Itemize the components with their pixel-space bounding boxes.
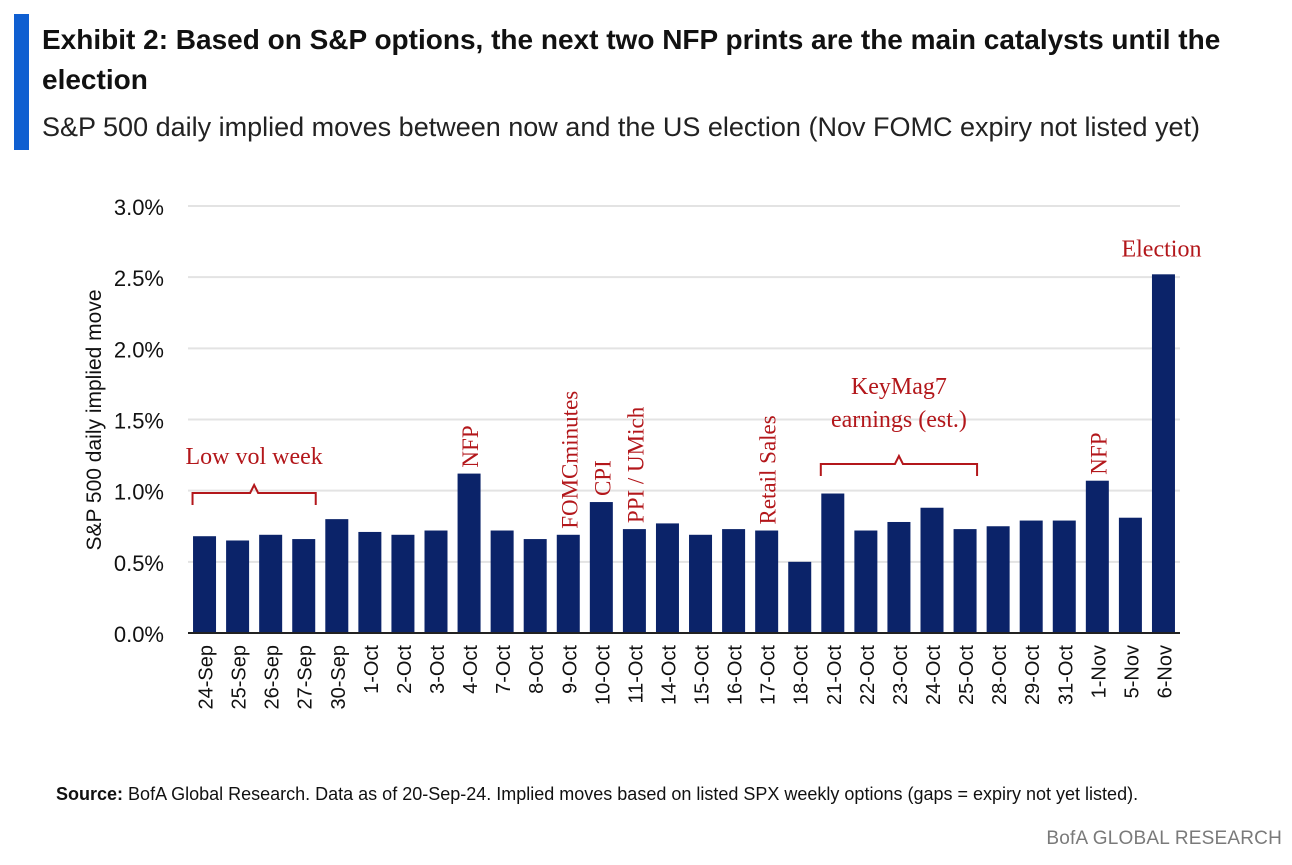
annotation-label: FOMCminutes bbox=[557, 391, 582, 529]
y-axis-label: S&P 500 daily implied move bbox=[83, 289, 106, 550]
annotation-label: NFP bbox=[458, 425, 483, 467]
x-tick-label: 25-Sep bbox=[229, 645, 251, 710]
x-tick-label: 24-Oct bbox=[923, 645, 945, 705]
bar bbox=[259, 534, 283, 633]
annotation-label: CPI bbox=[590, 460, 615, 496]
x-tick-label: 1-Nov bbox=[1088, 645, 1110, 698]
annotation-label: earnings (est.) bbox=[831, 407, 967, 433]
brand-mark: BofA GLOBAL RESEARCH bbox=[1046, 828, 1282, 849]
bar bbox=[424, 530, 448, 633]
x-tick-label: 2-Oct bbox=[394, 645, 416, 694]
bar bbox=[226, 540, 250, 633]
bar bbox=[689, 534, 713, 633]
x-tick-label: 4-Oct bbox=[460, 645, 482, 694]
x-tick-label: 26-Sep bbox=[262, 645, 284, 710]
x-tick-label: 1-Oct bbox=[361, 645, 383, 694]
x-tick-label: 5-Nov bbox=[1121, 645, 1143, 698]
x-tick-label: 10-Oct bbox=[592, 645, 614, 705]
annotation-label: Low vol week bbox=[185, 444, 322, 470]
y-tick-label: 1.0% bbox=[114, 480, 164, 505]
bar bbox=[523, 539, 547, 633]
x-tick-label: 24-Sep bbox=[196, 645, 218, 710]
y-tick-label: 1.5% bbox=[114, 409, 164, 434]
x-tick-label: 11-Oct bbox=[625, 645, 647, 704]
bar bbox=[1151, 274, 1175, 633]
x-tick-label: 9-Oct bbox=[559, 645, 581, 694]
source-label: Source: bbox=[56, 784, 124, 804]
bar bbox=[986, 526, 1010, 633]
accent-bar bbox=[14, 14, 29, 150]
bar bbox=[358, 531, 382, 633]
bar bbox=[1019, 520, 1043, 633]
annotation-label: NFP bbox=[1086, 433, 1111, 475]
x-tick-label: 29-Oct bbox=[1022, 645, 1044, 705]
x-tick-label: 30-Sep bbox=[328, 645, 350, 710]
bar bbox=[391, 534, 415, 633]
page-title: Exhibit 2: Based on S&P options, the nex… bbox=[42, 24, 1221, 95]
bar bbox=[655, 523, 679, 633]
bar bbox=[953, 529, 977, 633]
y-tick-label: 2.5% bbox=[114, 266, 164, 291]
x-tick-label: 28-Oct bbox=[989, 645, 1011, 705]
bar bbox=[821, 493, 845, 633]
bar bbox=[722, 529, 746, 633]
bar bbox=[622, 529, 646, 633]
annotation-label: PPI / UMich bbox=[623, 406, 648, 523]
bar bbox=[325, 519, 349, 633]
x-tick-label: 15-Oct bbox=[692, 645, 714, 705]
x-tick-label: 8-Oct bbox=[526, 645, 548, 694]
bar bbox=[589, 502, 613, 633]
bar bbox=[490, 530, 514, 633]
bar bbox=[457, 473, 481, 633]
x-tick-label: 31-Oct bbox=[1055, 645, 1077, 705]
page-subtitle: S&P 500 daily implied moves between now … bbox=[42, 112, 1201, 142]
bar bbox=[755, 530, 779, 633]
bar bbox=[788, 561, 812, 633]
bar bbox=[1085, 480, 1109, 633]
bar bbox=[292, 539, 316, 633]
x-tick-label: 27-Sep bbox=[295, 645, 317, 710]
bar bbox=[1052, 520, 1076, 633]
bar bbox=[854, 530, 878, 633]
x-tick-label: 6-Nov bbox=[1154, 645, 1176, 698]
bar bbox=[556, 534, 580, 633]
source-note: Source: BofA Global Research. Data as of… bbox=[56, 781, 1276, 807]
x-tick-label: 14-Oct bbox=[658, 645, 680, 705]
annotation-bracket bbox=[191, 482, 317, 505]
x-tick-label: 3-Oct bbox=[427, 645, 449, 694]
source-text: BofA Global Research. Data as of 20-Sep-… bbox=[128, 784, 1139, 804]
x-tick-label: 22-Oct bbox=[857, 645, 879, 705]
annotation-label: Election bbox=[1121, 236, 1201, 262]
y-tick-label: 2.0% bbox=[114, 337, 164, 362]
x-tick-label: 18-Oct bbox=[791, 645, 813, 705]
bar bbox=[887, 521, 911, 633]
x-tick-label: 23-Oct bbox=[890, 645, 912, 705]
y-tick-label: 3.0% bbox=[114, 195, 164, 220]
y-tick-label: 0.0% bbox=[114, 622, 164, 647]
bar bbox=[920, 507, 944, 633]
x-tick-label: 7-Oct bbox=[493, 645, 515, 694]
x-tick-label: 16-Oct bbox=[725, 645, 747, 705]
y-tick-label: 0.5% bbox=[114, 551, 164, 576]
bar bbox=[193, 536, 217, 633]
x-tick-label: 25-Oct bbox=[956, 645, 978, 705]
annotation-bracket bbox=[819, 453, 979, 476]
annotation-label: Retail Sales bbox=[756, 415, 781, 524]
x-tick-label: 21-Oct bbox=[824, 645, 846, 705]
annotation-label: KeyMag7 bbox=[851, 374, 947, 400]
x-tick-label: 17-Oct bbox=[758, 645, 780, 705]
bar bbox=[1118, 517, 1142, 633]
